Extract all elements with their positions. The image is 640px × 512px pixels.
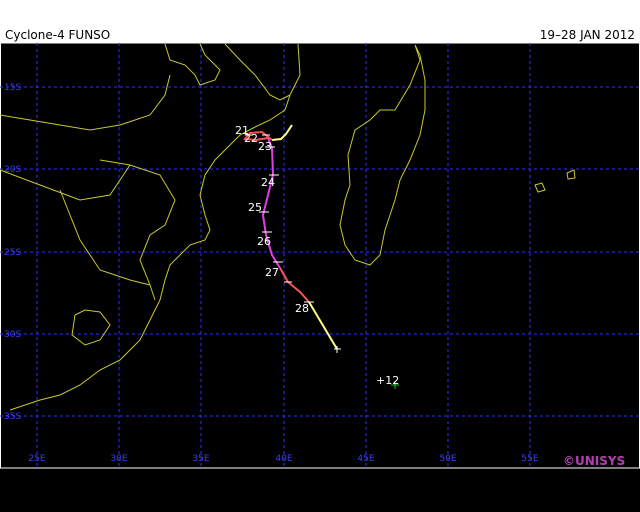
day-label: 25 xyxy=(248,201,262,214)
track-segment xyxy=(243,130,273,142)
track-segment xyxy=(271,124,293,141)
coastlines xyxy=(0,43,576,411)
lon-label: 45E xyxy=(357,454,374,464)
day-label: 24 xyxy=(261,176,275,189)
lat-label: 30S xyxy=(4,330,21,340)
day-label: 26 xyxy=(257,235,271,248)
coast xyxy=(224,43,301,101)
coast xyxy=(9,94,291,411)
track-ticks xyxy=(245,134,341,353)
day-label: 21 xyxy=(235,124,249,137)
credit: ©UNISYS xyxy=(563,454,625,468)
forecast-label: +12 xyxy=(376,374,399,387)
lon-label: 40E xyxy=(275,454,292,464)
border-line xyxy=(99,159,176,301)
lon-label: 35E xyxy=(192,454,209,464)
lon-label: 55E xyxy=(521,454,538,464)
dates: 19–28 JAN 2012 xyxy=(540,28,635,42)
border-line xyxy=(0,74,171,131)
track-segment xyxy=(261,137,281,269)
track-segment xyxy=(308,301,338,350)
lat-label: 25S xyxy=(4,248,21,258)
track-segment xyxy=(279,267,310,303)
lat-label: 15S xyxy=(4,83,21,93)
border-line xyxy=(0,164,151,286)
grid: 15S 20S 25S 30S 35S 25E 30E 35E 40E 45E 50E 55E xyxy=(0,43,640,468)
lon-label: 30E xyxy=(110,454,127,464)
lat-label: 20S xyxy=(4,165,21,175)
day-label: 27 xyxy=(265,266,279,279)
day-label: 28 xyxy=(295,302,309,315)
lesotho xyxy=(71,309,111,346)
lon-label: 25E xyxy=(28,454,45,464)
header-bar xyxy=(0,0,640,43)
islands xyxy=(534,169,576,193)
title: Cyclone-4 FUNSO xyxy=(5,28,110,42)
day-label: 22 xyxy=(244,132,258,145)
coast xyxy=(164,43,221,86)
day-label: 23 xyxy=(258,140,272,153)
map-background xyxy=(0,43,640,512)
tick xyxy=(245,134,341,353)
forecast-mark xyxy=(391,381,399,389)
lat-label: 35S xyxy=(4,412,21,422)
lon-label: 50E xyxy=(439,454,456,464)
track xyxy=(243,124,338,350)
madagascar xyxy=(339,44,426,266)
